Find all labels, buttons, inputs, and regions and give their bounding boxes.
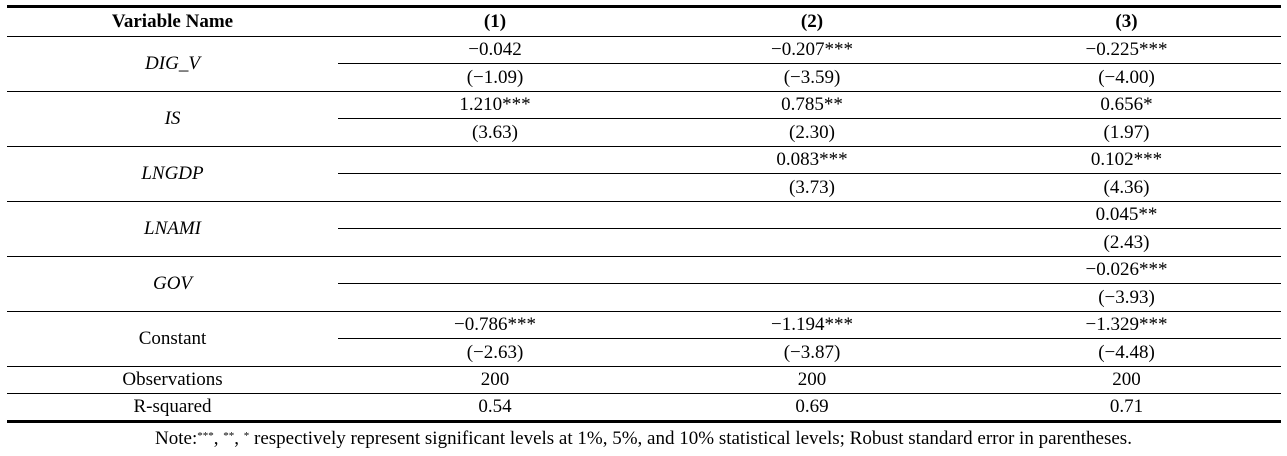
header-model-2: (2) — [652, 5, 972, 37]
coef-cell — [652, 256, 972, 284]
header-model-1: (1) — [338, 5, 652, 37]
header-row: Variable Name (1) (2) (3) — [7, 5, 1281, 37]
row-label: IS — [7, 91, 338, 147]
header-variable-name: Variable Name — [7, 5, 338, 37]
note-prefix: Note: — [155, 428, 198, 449]
note-sup-1pct: *** — [197, 430, 214, 442]
tstat-cell — [338, 173, 652, 202]
regression-table-container: Variable Name (1) (2) (3) DIG_V −0.042 −… — [7, 5, 1281, 423]
tstat-cell — [652, 228, 972, 257]
coef-cell: −0.042 — [338, 36, 652, 64]
table-row: (−3.93) — [7, 283, 1281, 312]
observations-label: Observations — [7, 366, 338, 394]
observations-value: 200 — [652, 366, 972, 394]
tstat-cell — [338, 228, 652, 257]
note-sup-10pct: * — [243, 430, 250, 442]
table-note: Note:***, **, * respectively represent s… — [0, 426, 1287, 452]
tstat-cell: (2.30) — [652, 118, 972, 147]
coef-cell: −1.329*** — [972, 311, 1281, 339]
observations-row: Observations 200 200 200 — [7, 366, 1281, 394]
coef-cell: −0.225*** — [972, 36, 1281, 64]
tstat-cell — [338, 283, 652, 312]
coef-cell: 0.785** — [652, 91, 972, 119]
coef-cell: −1.194*** — [652, 311, 972, 339]
note-separator: , — [213, 428, 224, 449]
observations-value: 200 — [972, 366, 1281, 394]
rsquared-value: 0.69 — [652, 393, 972, 423]
table-row: IS 1.210*** 0.785** 0.656* — [7, 91, 1281, 147]
table-row: LNGDP 0.083*** 0.102*** — [7, 146, 1281, 202]
regression-table: Variable Name (1) (2) (3) DIG_V −0.042 −… — [7, 5, 1281, 423]
rsquared-value: 0.54 — [338, 393, 652, 423]
coef-cell: 0.102*** — [972, 146, 1281, 174]
row-label: LNGDP — [7, 146, 338, 202]
coef-cell — [652, 201, 972, 229]
table-row: GOV −0.026*** — [7, 256, 1281, 312]
tstat-cell: (−4.00) — [972, 63, 1281, 92]
tstat-cell: (2.43) — [972, 228, 1281, 257]
tstat-cell: (1.97) — [972, 118, 1281, 147]
coef-cell: −0.786*** — [338, 311, 652, 339]
coef-cell: 1.210*** — [338, 91, 652, 119]
table-row: (−2.63) (−3.87) (−4.48) — [7, 338, 1281, 367]
row-label: DIG_V — [7, 36, 338, 92]
coef-cell: 0.045** — [972, 201, 1281, 229]
header-model-3: (3) — [972, 5, 1281, 37]
coef-cell — [338, 146, 652, 174]
tstat-cell: (−1.09) — [338, 63, 652, 92]
tstat-cell: (−3.59) — [652, 63, 972, 92]
rsquared-label: R-squared — [7, 393, 338, 423]
tstat-cell — [652, 283, 972, 312]
coef-cell: 0.083*** — [652, 146, 972, 174]
table-body: DIG_V −0.042 −0.207*** −0.225*** (−1.09)… — [7, 36, 1281, 423]
rsquared-row: R-squared 0.54 0.69 0.71 — [7, 393, 1281, 423]
note-text: respectively represent significant level… — [249, 428, 1132, 449]
tstat-cell: (−3.87) — [652, 338, 972, 367]
row-label: GOV — [7, 256, 338, 312]
table-row: Constant −0.786*** −1.194*** −1.329*** — [7, 311, 1281, 367]
rsquared-value: 0.71 — [972, 393, 1281, 423]
tstat-cell: (3.63) — [338, 118, 652, 147]
table-row: LNAMI 0.045** — [7, 201, 1281, 257]
table-row: (−1.09) (−3.59) (−4.00) — [7, 63, 1281, 92]
tstat-cell: (−4.48) — [972, 338, 1281, 367]
tstat-cell: (3.73) — [652, 173, 972, 202]
tstat-cell: (4.36) — [972, 173, 1281, 202]
tstat-cell: (−3.93) — [972, 283, 1281, 312]
coef-cell — [338, 256, 652, 284]
coef-cell: −0.026*** — [972, 256, 1281, 284]
row-label: Constant — [7, 311, 338, 367]
tstat-cell: (−2.63) — [338, 338, 652, 367]
note-separator: , — [234, 428, 244, 449]
table-row: DIG_V −0.042 −0.207*** −0.225*** — [7, 36, 1281, 92]
table-row: (2.43) — [7, 228, 1281, 257]
row-label: LNAMI — [7, 201, 338, 257]
table-row: (3.73) (4.36) — [7, 173, 1281, 202]
coef-cell: −0.207*** — [652, 36, 972, 64]
observations-value: 200 — [338, 366, 652, 394]
coef-cell: 0.656* — [972, 91, 1281, 119]
note-sup-5pct: ** — [223, 430, 235, 442]
table-row: (3.63) (2.30) (1.97) — [7, 118, 1281, 147]
coef-cell — [338, 201, 652, 229]
